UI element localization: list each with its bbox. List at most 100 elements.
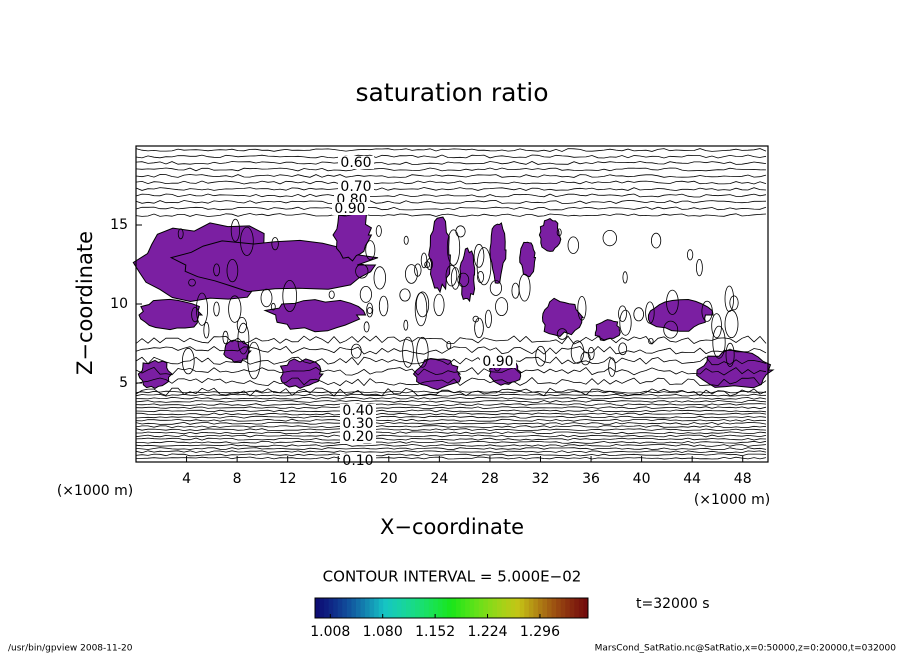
colorbar-cell [337, 598, 343, 618]
contour-label: 0.30 [342, 416, 373, 432]
contour-line [366, 307, 373, 315]
contour-line [135, 393, 767, 397]
x-tick-label: 8 [233, 471, 242, 487]
contour-line [535, 345, 547, 367]
colorbar-cell [537, 598, 543, 618]
contour-line [570, 340, 585, 364]
colorbar-cell [524, 598, 530, 618]
x-tick-label: 44 [683, 471, 701, 487]
contour-line [135, 396, 767, 400]
colorbar-cell [387, 598, 393, 618]
contour-line [580, 351, 591, 366]
contour-line [136, 440, 767, 444]
supersaturated-region [489, 222, 507, 284]
supersaturated-region [428, 216, 451, 294]
colorbar-cell [369, 598, 375, 618]
contour-line [476, 247, 492, 286]
contour-line [446, 229, 461, 266]
contour-line [282, 279, 298, 312]
contour-line [473, 243, 485, 268]
contour-line [666, 289, 679, 315]
supersaturated-region [519, 241, 537, 278]
contour-line [518, 273, 531, 302]
contour-line [135, 387, 767, 397]
contour-line [403, 235, 409, 245]
colorbar-cell [365, 598, 371, 618]
colorbar-cell [424, 598, 430, 618]
contour-line [135, 154, 767, 159]
contour-line [556, 328, 568, 340]
contour-line [135, 425, 767, 429]
x-tick-label: 4 [182, 471, 191, 487]
y-axis-label: Z−coordinate [73, 231, 97, 375]
colorbar-cell [419, 598, 425, 618]
contour-line [359, 285, 372, 303]
contour-line [135, 453, 767, 457]
contour-label-bg [340, 404, 376, 417]
contour-line [645, 301, 655, 324]
contour-line [415, 291, 430, 318]
contour-label: 0.40 [342, 403, 373, 419]
colorbar-cell [560, 598, 566, 618]
contour-line [350, 343, 362, 359]
contour-line [135, 213, 767, 217]
contour-line [135, 167, 767, 172]
contour-line [484, 309, 492, 329]
contour-line [433, 293, 445, 317]
contour-line [445, 265, 458, 287]
contour-line [663, 320, 679, 339]
contour-line [404, 264, 418, 284]
contour-line [135, 180, 767, 185]
contour-line [230, 218, 240, 242]
contour-line [402, 336, 414, 368]
colorbar-cell [446, 598, 452, 618]
contour-line [587, 346, 595, 360]
contour-line [135, 434, 767, 438]
x-tick-label: 32 [532, 471, 550, 487]
colorbar-cell [469, 598, 475, 618]
contour-line [226, 258, 239, 283]
y-tick-label: 15 [110, 217, 128, 233]
contour-line [414, 292, 428, 327]
contour-label: 0.60 [340, 155, 371, 171]
supersaturated-region [696, 349, 775, 389]
colorbar-cell [574, 598, 580, 618]
contour-line [260, 288, 273, 308]
colorbar-cell [442, 598, 448, 618]
x-tick-label: 12 [279, 471, 297, 487]
colorbar-cell [342, 598, 348, 618]
contour-line [135, 356, 767, 366]
supersaturated-region [538, 218, 562, 252]
x-axis-label: X−coordinate [380, 515, 524, 539]
contour-line [489, 280, 502, 296]
contour-line [650, 232, 662, 249]
colorbar-tick-label: 1.080 [363, 624, 403, 640]
contour-label: 0.10 [342, 453, 373, 469]
contour-line [725, 342, 735, 367]
colorbar-cell [569, 598, 575, 618]
colorbar-cell [392, 598, 398, 618]
colorbar-cell [396, 598, 402, 618]
contour-line [420, 252, 428, 269]
colorbar-cell [547, 598, 553, 618]
contour-line [378, 295, 389, 317]
contour-line [136, 456, 767, 460]
contour-line [696, 258, 703, 277]
colorbar-cell [492, 598, 498, 618]
supersaturated-region [541, 297, 585, 337]
colorbar-cell [487, 598, 493, 618]
contour-line [414, 263, 422, 277]
contour-line [618, 342, 628, 356]
contour-line [608, 357, 616, 377]
contour-line [135, 377, 767, 387]
contour-line [135, 187, 767, 191]
contour-line [622, 271, 628, 284]
contour-label-bg [480, 355, 516, 368]
contour-line [136, 431, 767, 435]
chart-title: saturation ratio [355, 78, 548, 107]
contour-line [403, 319, 409, 331]
contour-line [363, 321, 370, 333]
contour-line [135, 415, 767, 419]
contour-line [135, 345, 767, 355]
contour-line [177, 228, 184, 240]
